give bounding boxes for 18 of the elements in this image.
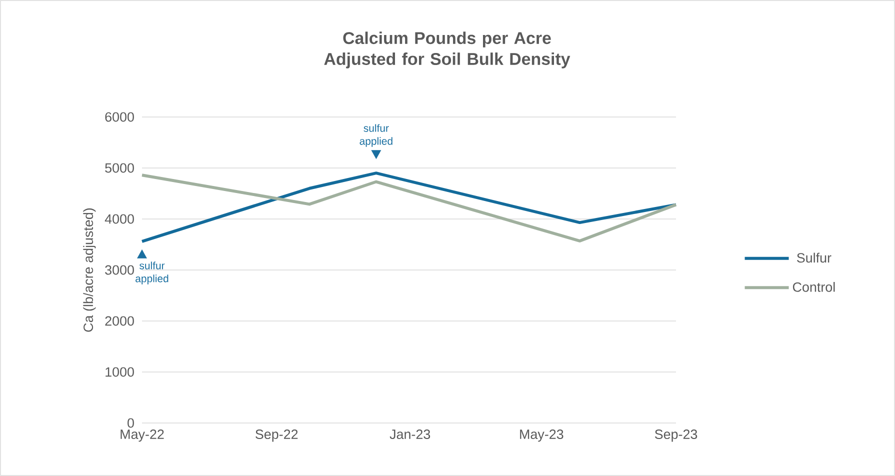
- legend-label: Control: [792, 282, 835, 292]
- x-tick-label: May-23: [520, 430, 564, 442]
- chart-title: Calcium Pounds per Acre Adjusted for Soil Bulk Density: [324, 32, 570, 68]
- annotation: sulfur applied: [360, 124, 392, 147]
- y-tick-label: 5000: [105, 163, 134, 173]
- legend-label: Sulfur: [796, 252, 832, 263]
- x-tick-label: Jan-23: [390, 430, 430, 440]
- y-axis-title: Ca (lb/acre adjusted): [83, 208, 96, 332]
- x-tick-label: May-22: [120, 430, 164, 442]
- y-tick-label: 3000: [105, 265, 134, 275]
- y-tick-label: 1000: [106, 367, 134, 377]
- annotation: sulfur applied: [136, 262, 168, 284]
- y-tick-label: 4000: [104, 214, 134, 224]
- y-tick-label: 2000: [105, 316, 134, 326]
- y-tick-label: 0: [128, 418, 134, 428]
- y-tick-label: 6000: [105, 112, 134, 122]
- x-tick-label: Sep-23: [654, 430, 698, 442]
- x-tick-label: Sep-22: [256, 430, 298, 442]
